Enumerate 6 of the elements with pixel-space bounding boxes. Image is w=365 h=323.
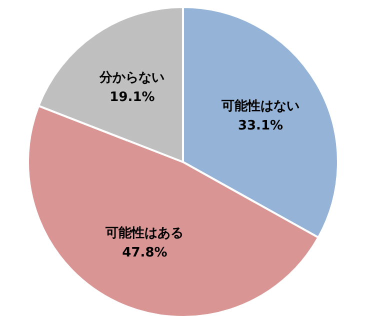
- slice-label: 可能性はない: [220, 98, 300, 114]
- data-label: 19.1%: [110, 90, 155, 106]
- data-label: 33.1%: [238, 118, 284, 134]
- slice-label: 分からない: [98, 70, 165, 86]
- slice-label: 可能性はある: [104, 225, 184, 242]
- data-label: 47.8%: [122, 246, 168, 261]
